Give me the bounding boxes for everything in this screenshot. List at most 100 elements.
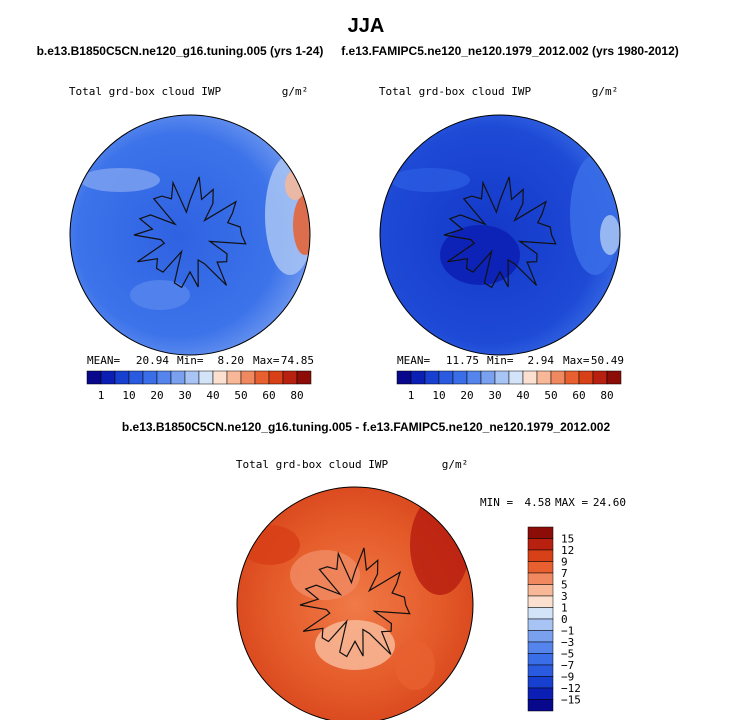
colorbar-label: −12 (561, 682, 581, 695)
colorbar-box (268, 370, 284, 385)
field-patch (395, 640, 435, 690)
field-patch (293, 195, 310, 255)
map-border (236, 486, 474, 720)
colorbar-box (527, 526, 554, 539)
colorbar-box (480, 370, 496, 385)
units: g/m² (282, 85, 309, 98)
map-border (379, 114, 621, 356)
colorbar-box (527, 561, 554, 574)
colorbar-label: 60 (572, 389, 585, 402)
max-label: Max= (253, 354, 280, 367)
colorbar-box (536, 370, 552, 385)
field-patch (600, 215, 620, 255)
colorbar-label: 15 (561, 533, 574, 546)
field-name: Total grd-box cloud IWP (379, 85, 532, 98)
colorbar-label: 40 (206, 389, 219, 402)
mean-label: MEAN= (87, 354, 120, 367)
colorbar-label: 20 (460, 389, 473, 402)
coastline (299, 547, 411, 658)
field-patch (285, 170, 305, 200)
max-value: 24.60 (593, 496, 626, 509)
colorbar-box (527, 572, 554, 585)
min-label: MIN = (480, 496, 513, 509)
colorbar-box (184, 370, 200, 385)
field-patch (410, 495, 470, 595)
colorbar-box (86, 370, 102, 385)
units: g/m² (442, 458, 469, 471)
mean-label: MEAN= (397, 354, 430, 367)
map-diff (236, 486, 474, 720)
diff-title: b.e13.B1850C5CN.ne120_g16.tuning.005 - f… (122, 420, 611, 434)
field-patch (315, 620, 395, 670)
colorbar-label: 5 (561, 579, 568, 592)
colorbar-label: −1 (561, 625, 574, 638)
colorbar-label: −7 (561, 659, 574, 672)
colorbar-label: 7 (561, 567, 568, 580)
colorbar-box (494, 370, 510, 385)
map-1 (379, 114, 621, 356)
map-0 (69, 114, 311, 356)
colorbar-box (527, 653, 554, 666)
colorbar-box (564, 370, 580, 385)
coastline (443, 176, 557, 289)
colorbar-label: 1 (408, 389, 415, 402)
colorbar-box (170, 370, 186, 385)
colorbar-box (527, 664, 554, 677)
colorbar-label: 50 (234, 389, 247, 402)
colorbar-label: 60 (262, 389, 275, 402)
colorbar-box (296, 370, 312, 385)
colorbar-label: 50 (544, 389, 557, 402)
field-name: Total grd-box cloud IWP (236, 458, 389, 471)
field-patch (570, 155, 620, 275)
colorbar-label: −15 (561, 694, 581, 707)
coastline (133, 176, 247, 289)
colorbar-box (550, 370, 566, 385)
colorbar-label: 9 (561, 556, 568, 569)
colorbar-box (282, 370, 298, 385)
field-patch (80, 168, 160, 192)
units: g/m² (592, 85, 619, 98)
colorbar-box (142, 370, 158, 385)
colorbar-box (452, 370, 468, 385)
mean-value: 20.94 (136, 354, 169, 367)
colorbar-box (606, 370, 622, 385)
colorbar-label: −3 (561, 636, 574, 649)
min-value: 4.58 (525, 496, 552, 509)
colorbar-label: 30 (178, 389, 191, 402)
figure-title: JJA (348, 15, 385, 37)
colorbar-box (527, 584, 554, 597)
colorbar-box (212, 370, 228, 385)
colorbar-box (508, 370, 524, 385)
colorbar-label: 20 (150, 389, 163, 402)
colorbar-box (198, 370, 214, 385)
mean-value: 11.75 (446, 354, 479, 367)
map-border (69, 114, 311, 356)
colorbar-box (240, 370, 256, 385)
panel-case: f.e13.FAMIPC5.ne120_ne120.1979_2012.002 … (341, 44, 679, 58)
colorbar-label: 1 (98, 389, 105, 402)
colorbar-label: 80 (600, 389, 613, 402)
colorbar-box (424, 370, 440, 385)
colorbar-label: 0 (561, 613, 568, 626)
colorbar-box (156, 370, 172, 385)
colorbar-box (527, 641, 554, 654)
colorbar-box (527, 699, 554, 712)
colorbar-box (527, 595, 554, 608)
colorbar-box (128, 370, 144, 385)
colorbar-label: −5 (561, 648, 574, 661)
field-patch (290, 550, 360, 600)
field-patch (130, 280, 190, 310)
colorbar-box (527, 538, 554, 551)
colorbar-label: 10 (122, 389, 135, 402)
colorbar-box (527, 630, 554, 643)
colorbar-box (438, 370, 454, 385)
colorbar-label: 80 (290, 389, 303, 402)
colorbar-box (100, 370, 116, 385)
field-patch (440, 225, 520, 285)
map-field (237, 487, 473, 720)
max-value: 74.85 (281, 354, 314, 367)
max-label: Max= (563, 354, 590, 367)
map-field (380, 115, 620, 355)
colorbar-box (522, 370, 538, 385)
